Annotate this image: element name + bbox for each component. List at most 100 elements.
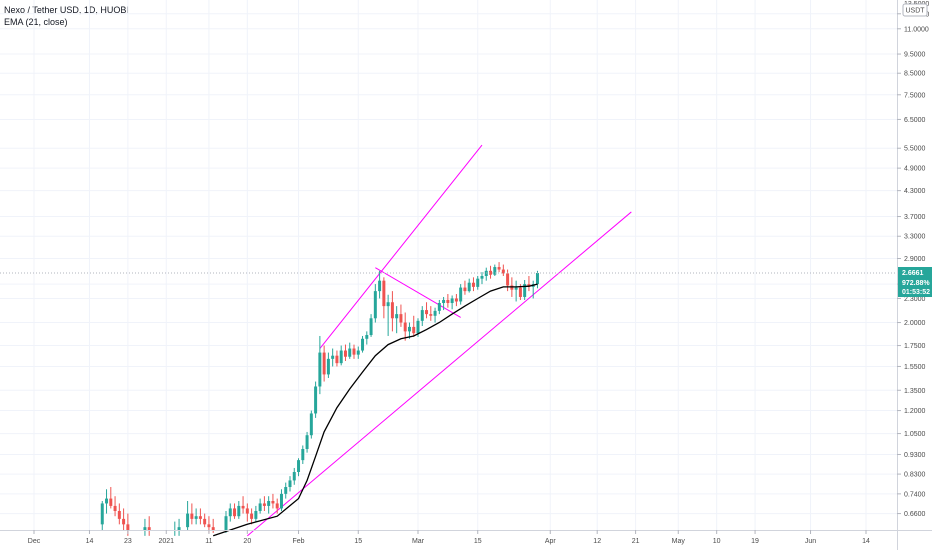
candle-body bbox=[395, 314, 399, 319]
candle bbox=[412, 315, 416, 337]
y-tick-label: 6.5000 bbox=[904, 117, 926, 124]
y-tick-label: 1.7500 bbox=[904, 343, 926, 350]
y-tick-label: 5.5000 bbox=[904, 146, 926, 153]
candle-body bbox=[100, 503, 104, 525]
candle bbox=[429, 306, 433, 321]
candle-body bbox=[506, 273, 510, 286]
candle-body bbox=[450, 298, 454, 304]
candle bbox=[493, 264, 497, 277]
candle bbox=[309, 410, 313, 439]
y-tick-label: 4.9000 bbox=[904, 166, 926, 173]
y-tick-label: 1.3500 bbox=[904, 388, 926, 395]
candle bbox=[279, 489, 283, 511]
candle-body bbox=[369, 318, 373, 336]
candle-body bbox=[386, 302, 390, 307]
candle bbox=[250, 508, 254, 525]
candle bbox=[105, 489, 109, 514]
candle bbox=[275, 498, 279, 514]
y-tick-label: 9.5000 bbox=[904, 52, 926, 59]
candle bbox=[117, 503, 121, 525]
candle bbox=[343, 344, 347, 361]
candle bbox=[233, 503, 237, 519]
trendline-3[interactable] bbox=[375, 267, 461, 318]
candle-body bbox=[476, 278, 480, 287]
candle-body bbox=[535, 273, 539, 285]
candle bbox=[463, 280, 467, 295]
candle-body bbox=[352, 348, 356, 355]
candle-body bbox=[527, 284, 531, 287]
candle-body bbox=[429, 314, 433, 316]
candle-body bbox=[412, 326, 416, 334]
candle bbox=[109, 487, 113, 509]
candle-body bbox=[433, 310, 437, 316]
candle bbox=[241, 496, 245, 514]
candle-body bbox=[446, 299, 450, 304]
candle-body bbox=[224, 516, 228, 530]
trendline-1[interactable] bbox=[319, 144, 483, 349]
candle bbox=[386, 294, 390, 336]
candle-body bbox=[262, 503, 266, 506]
x-tick-label: 20 bbox=[243, 538, 251, 545]
trendlines[interactable] bbox=[247, 144, 632, 537]
candle-body bbox=[390, 302, 394, 319]
candle-body bbox=[275, 503, 279, 509]
candle bbox=[245, 503, 249, 522]
candle bbox=[228, 503, 232, 522]
last-price-badge: 2.6661 972.88% 01:53:52 bbox=[0, 267, 932, 298]
candle-body bbox=[126, 524, 130, 530]
candle-body bbox=[480, 276, 484, 279]
candle bbox=[177, 518, 181, 536]
candle-body bbox=[147, 527, 151, 530]
currency-button-frame bbox=[902, 3, 928, 17]
x-tick-label: 11 bbox=[205, 538, 212, 545]
candle-body bbox=[228, 508, 232, 517]
candle-body bbox=[117, 510, 121, 519]
candle bbox=[352, 344, 356, 359]
candle-body bbox=[322, 352, 326, 375]
candle-body bbox=[207, 524, 211, 528]
y-tick-label: 1.5500 bbox=[904, 364, 926, 371]
x-tick-label: 12 bbox=[593, 538, 601, 545]
candle-body bbox=[382, 280, 386, 307]
candle-body bbox=[467, 282, 471, 292]
candle-body bbox=[361, 338, 365, 351]
y-tick-label: 0.7400 bbox=[904, 491, 926, 498]
candle-body bbox=[373, 291, 377, 319]
x-tick-label: 15 bbox=[354, 538, 362, 545]
candle-body bbox=[356, 350, 360, 355]
candle bbox=[403, 312, 407, 341]
candle bbox=[459, 284, 463, 305]
candle bbox=[476, 276, 480, 290]
candle-body bbox=[518, 287, 522, 297]
price-change-percent: 972.88% bbox=[902, 280, 930, 287]
currency-button[interactable]: USDT bbox=[902, 3, 928, 17]
time-axis[interactable]: Dec 14 23 2021 11 20 Feb 15 Mar 15 Apr 12 21 May 10 19 J… bbox=[0, 530, 932, 545]
candle bbox=[390, 291, 394, 332]
y-tick-label: 7.5000 bbox=[904, 92, 926, 99]
x-tick-label: 14 bbox=[862, 538, 870, 545]
candle-body bbox=[365, 335, 369, 339]
candle bbox=[258, 498, 262, 514]
candle bbox=[442, 296, 446, 311]
candle bbox=[331, 348, 335, 367]
candle bbox=[297, 458, 301, 477]
candle-body bbox=[493, 267, 497, 275]
trendline-2[interactable] bbox=[247, 211, 632, 537]
candle bbox=[147, 516, 151, 536]
y-tick-label: 3.3000 bbox=[904, 234, 926, 241]
candle-body bbox=[203, 518, 207, 525]
candle bbox=[288, 476, 292, 492]
indicator-label[interactable]: EMA (21, close) bbox=[4, 17, 68, 27]
candle bbox=[271, 493, 275, 509]
x-tick-label: Apr bbox=[545, 538, 557, 545]
candle bbox=[237, 500, 241, 519]
symbol-title[interactable]: Nexo / Tether USD, 1D, HUOBI bbox=[4, 5, 129, 15]
y-tick-label: 3.7000 bbox=[904, 214, 926, 221]
candle-body bbox=[284, 487, 288, 494]
candle-body bbox=[237, 505, 241, 517]
candle bbox=[373, 284, 377, 323]
candle bbox=[113, 496, 117, 517]
candle bbox=[335, 350, 339, 367]
candle-body bbox=[305, 435, 309, 450]
